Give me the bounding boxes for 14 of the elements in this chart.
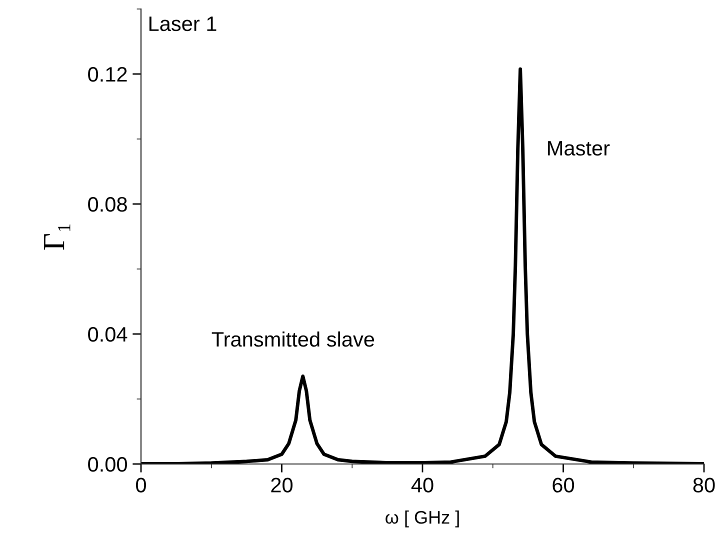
- x-axis-title: ω [ GHz ]: [386, 510, 459, 528]
- x-tick-label: 80: [693, 478, 715, 492]
- y-tick-label: 0.12: [88, 67, 127, 82]
- x-tick-label: 40: [411, 478, 434, 492]
- y-axis-title: Γ₁: [44, 224, 70, 250]
- y-tick-label: 0.04: [88, 327, 128, 342]
- x-tick-label: 20: [271, 478, 293, 492]
- y-tick-label: 0.00: [88, 457, 127, 472]
- annotation: Transmitted slave: [212, 331, 374, 347]
- y-tick-label: 0.08: [88, 197, 127, 212]
- annotation: Laser 1: [149, 16, 216, 32]
- x-tick-label: 60: [552, 478, 574, 492]
- annotation: Master: [548, 141, 610, 156]
- x-tick-label: 0: [136, 478, 146, 492]
